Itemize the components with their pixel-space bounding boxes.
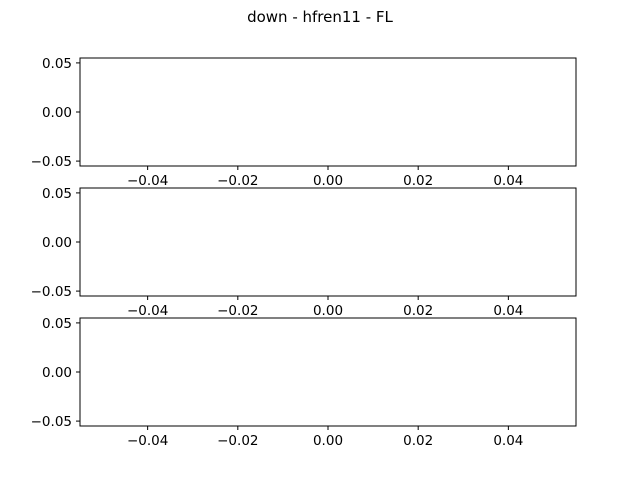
x-tick-label: 0.00 xyxy=(313,303,343,319)
figure-title: down - hfren11 - FL xyxy=(247,8,393,26)
y-tick-label: −0.05 xyxy=(31,414,72,430)
y-tick-label: 0.05 xyxy=(42,56,72,72)
x-tick-label: −0.04 xyxy=(127,173,168,189)
x-tick-label: 0.04 xyxy=(493,433,523,449)
y-tick-label: 0.00 xyxy=(42,235,72,251)
x-tick-label: 0.02 xyxy=(403,303,433,319)
x-tick-label: 0.02 xyxy=(403,173,433,189)
y-tick-label: 0.05 xyxy=(42,186,72,202)
subplots: −0.04 −0.02 0.00 0.02 0.040.050.00−0.05−0.04… xyxy=(31,56,577,449)
x-tick-label: −0.02 xyxy=(217,433,258,449)
x-tick-label: 0.02 xyxy=(403,433,433,449)
y-tick-label: 0.00 xyxy=(42,105,72,121)
x-tick-label: −0.02 xyxy=(217,173,258,189)
x-tick-label: 0.04 xyxy=(493,303,523,319)
x-tick-label: −0.04 xyxy=(127,433,168,449)
subplot-2: −0.04 −0.02 0.00 0.02 0.04 0.05 0.00 −0.05 xyxy=(31,186,577,319)
y-tick-label: −0.05 xyxy=(31,154,72,170)
subplot-1: −0.04 −0.02 0.00 0.02 0.04 0.05 0.00 −0.05 xyxy=(31,56,577,189)
x-tick-label: 0.04 xyxy=(493,173,523,189)
x-tick-label: −0.04 xyxy=(127,303,168,319)
y-tick-label: 0.05 xyxy=(42,316,72,332)
y-tick-label: 0.00 xyxy=(42,365,72,381)
x-tick-label: 0.00 xyxy=(313,433,343,449)
x-tick-label: 0.00 xyxy=(313,173,343,189)
x-tick-label: −0.02 xyxy=(217,303,258,319)
subplot-3: −0.04 −0.02 0.00 0.02 0.04 0.05 0.00 −0.05 xyxy=(31,316,577,449)
y-tick-label: −0.05 xyxy=(31,284,72,300)
